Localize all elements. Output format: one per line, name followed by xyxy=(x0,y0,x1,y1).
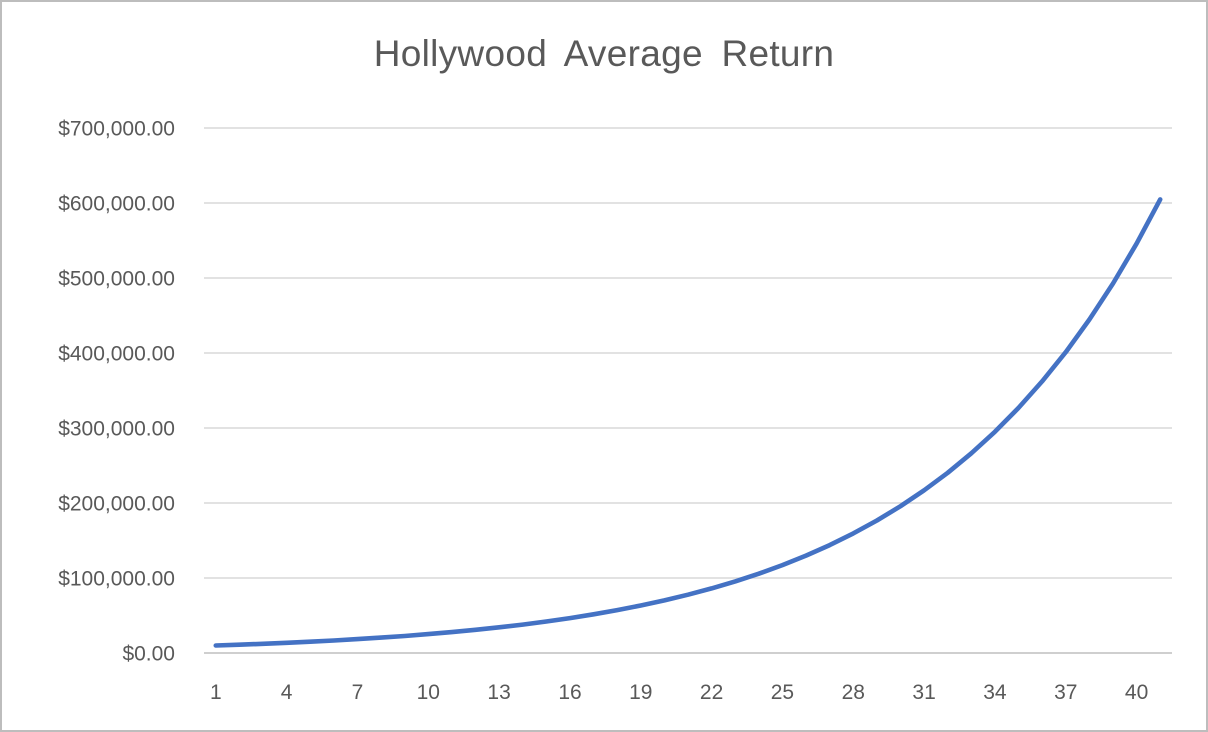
y-axis-tick-label: $200,000.00 xyxy=(58,493,175,516)
x-axis-tick-label: 7 xyxy=(352,681,364,704)
x-axis-tick-label: 4 xyxy=(281,681,293,704)
x-axis-tick-label: 40 xyxy=(1125,681,1148,704)
y-axis-tick-label: $0.00 xyxy=(122,643,175,666)
series-line xyxy=(213,197,1163,648)
y-axis-tick-label: $500,000.00 xyxy=(58,268,175,291)
y-axis-tick-label: $400,000.00 xyxy=(58,343,175,366)
x-axis-tick-label: 13 xyxy=(487,681,510,704)
y-axis-tick-label: $100,000.00 xyxy=(58,568,175,591)
x-axis-tick-label: 34 xyxy=(983,681,1007,704)
x-axis-tick-label: 10 xyxy=(417,681,440,704)
x-axis-tick-label: 28 xyxy=(842,681,865,704)
y-axis-tick-label: $700,000.00 xyxy=(58,118,175,141)
x-axis-tick-label: 31 xyxy=(912,681,935,704)
y-axis-tick-label: $300,000.00 xyxy=(58,418,175,441)
x-axis-tick-label: 25 xyxy=(771,681,794,704)
chart-title: Hollywood Average Return xyxy=(373,33,835,74)
x-axis-tick-label: 19 xyxy=(629,681,652,704)
y-axis-tick-label: $600,000.00 xyxy=(58,193,175,216)
x-axis-tick-label: 22 xyxy=(700,681,723,704)
x-axis-tick-label: 37 xyxy=(1054,681,1077,704)
x-axis-tick-label: 1 xyxy=(210,681,222,704)
x-axis-tick-label: 16 xyxy=(558,681,581,704)
